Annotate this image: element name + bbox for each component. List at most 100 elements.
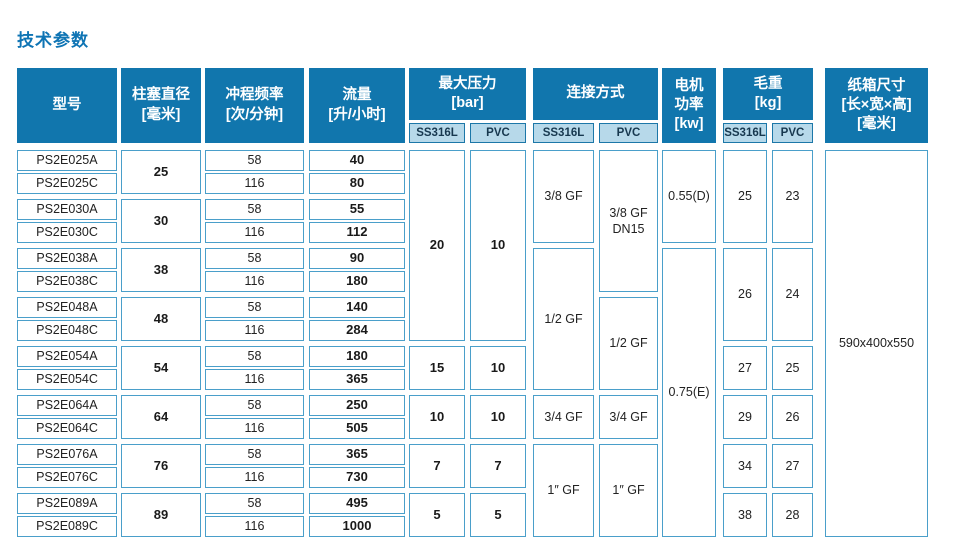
- cells-model: PS2E025A PS2E025C PS2E030A PS2E030C PS2E038A…: [17, 150, 117, 542]
- cell-weight_pvc: 24: [772, 248, 813, 341]
- cell-frequency: 58: [205, 395, 304, 416]
- cells-connection-ss316l: 3/8 GF 1/2 GF 3/4 GF 1″ GF: [533, 150, 594, 542]
- cell-connection_pvc: 1/2 GF: [599, 297, 658, 390]
- page-title: 技术参数: [17, 31, 89, 50]
- cell-pressure_ss316l: 5: [409, 493, 465, 537]
- cell-model: PS2E048C: [17, 320, 117, 341]
- cells-flow: 40 80 55 112 90 180 140 284 180 365 250 505 365 730 49…: [309, 150, 405, 542]
- cells-connection-pvc: 3/8 GF DN15 1/2 GF 3/4 GF 1″ GF: [599, 150, 658, 542]
- cell-flow: 365: [309, 369, 405, 390]
- cell-frequency: 116: [205, 222, 304, 243]
- cells-motor-power: 0.55(D) 0.75(E): [662, 150, 716, 542]
- cell-connection_pvc: 1″ GF: [599, 444, 658, 537]
- column-carton-size: 纸箱尺寸 [长×宽×高] [毫米] 590x400x550: [825, 68, 928, 542]
- header-line: 最大压力: [438, 75, 497, 92]
- subheader-pressure-ss316l: SS316L: [409, 123, 465, 143]
- header-line: 连接方式: [566, 85, 625, 102]
- cell-connection_ss316l: 1″ GF: [533, 444, 594, 537]
- cell-model: PS2E054A: [17, 346, 117, 367]
- cell-frequency: 116: [205, 320, 304, 341]
- cell-connection_ss316l: 3/8 GF: [533, 150, 594, 243]
- cell-model: PS2E038C: [17, 271, 117, 292]
- subheader-connection-pvc: PVC: [599, 123, 658, 143]
- header-line: 柱塞直径: [132, 87, 190, 104]
- cell-frequency: 116: [205, 271, 304, 292]
- cell-flow: 55: [309, 199, 405, 220]
- header-flow: 流量 [升/小时]: [309, 68, 405, 143]
- header-line: 冲程频率: [225, 87, 284, 104]
- cell-flow: 1000: [309, 516, 405, 537]
- header-line: 功率: [674, 96, 704, 113]
- header-line: 毛重: [753, 75, 783, 92]
- connection-subheaders: SS316L PVC: [533, 123, 658, 143]
- cell-flow: 505: [309, 418, 405, 439]
- cell-pressure_pvc: 10: [470, 346, 526, 390]
- cell-weight_ss316l: 34: [723, 444, 767, 488]
- cell-pressure_pvc: 10: [470, 395, 526, 439]
- cell-model: PS2E064A: [17, 395, 117, 416]
- header-connection: 连接方式: [533, 68, 658, 120]
- header-line: [kg]: [754, 95, 782, 111]
- header-model: 型号: [17, 68, 117, 143]
- cell-diameter: 30: [121, 199, 201, 243]
- header-motor-power: 电机功率 [kw]: [662, 68, 716, 143]
- cell-model: PS2E076A: [17, 444, 117, 465]
- cell-frequency: 58: [205, 150, 304, 171]
- cell-flow: 180: [309, 271, 405, 292]
- cell-model: PS2E048A: [17, 297, 117, 318]
- column-group-weight: 毛重 [kg] SS316L PVC 25 26 27 29 34 38 23 24 25 26 2…: [723, 68, 813, 542]
- cell-diameter: 54: [121, 346, 201, 390]
- cell-connection_ss316l: 3/4 GF: [533, 395, 594, 439]
- cell-flow: 730: [309, 467, 405, 488]
- cell-model: PS2E038A: [17, 248, 117, 269]
- cell-model: PS2E076C: [17, 467, 117, 488]
- header-line: [次/分钟]: [225, 106, 284, 123]
- header-line: 纸箱尺寸: [847, 77, 906, 94]
- cell-model: PS2E089C: [17, 516, 117, 537]
- column-motor-power: 电机功率 [kw] 0.55(D) 0.75(E): [662, 68, 716, 542]
- cells-weight-ss316l: 25 26 27 29 34 38: [723, 150, 767, 542]
- cell-flow: 180: [309, 346, 405, 367]
- cells-diameter: 25 30 38 48 54 64 76 89: [121, 150, 201, 542]
- cell-model: PS2E089A: [17, 493, 117, 514]
- cell-flow: 140: [309, 297, 405, 318]
- cell-frequency: 116: [205, 467, 304, 488]
- cell-frequency: 116: [205, 173, 304, 194]
- cell-flow: 90: [309, 248, 405, 269]
- cell-frequency: 58: [205, 493, 304, 514]
- cell-weight_pvc: 23: [772, 150, 813, 243]
- cells-weight-pvc: 23 24 25 26 27 28: [772, 150, 813, 542]
- cell-frequency: 116: [205, 516, 304, 537]
- cell-weight_ss316l: 26: [723, 248, 767, 341]
- cell-pressure_pvc: 10: [470, 150, 526, 341]
- cell-model: PS2E025A: [17, 150, 117, 171]
- header-line: 型号: [52, 96, 82, 113]
- header-line: [升/小时]: [328, 106, 386, 123]
- cell-diameter: 64: [121, 395, 201, 439]
- cells-pressure-ss316l: 20 15 10 7 5: [409, 150, 465, 542]
- cells-frequency: 58 116 58 116 58 116 58 116 58 116 58 116 58 116 58 116: [205, 150, 304, 542]
- header-line: 流量: [342, 87, 372, 104]
- cell-diameter: 48: [121, 297, 201, 341]
- cell-frequency: 116: [205, 369, 304, 390]
- cell-model: PS2E054C: [17, 369, 117, 390]
- cell-flow: 284: [309, 320, 405, 341]
- cell-pressure_ss316l: 7: [409, 444, 465, 488]
- cell-pressure_pvc: 5: [470, 493, 526, 537]
- header-frequency: 冲程频率 [次/分钟]: [205, 68, 304, 143]
- subheader-weight-ss316l: SS316L: [723, 123, 767, 143]
- spec-table: 型号 PS2E025A PS2E025C PS2E030A PS2E030C PS2E0…: [17, 68, 962, 542]
- header-line: 电机: [674, 77, 704, 94]
- cell-flow: 250: [309, 395, 405, 416]
- header-carton-size: 纸箱尺寸 [长×宽×高] [毫米]: [825, 68, 928, 143]
- cell-model: PS2E030C: [17, 222, 117, 243]
- cell-model: PS2E064C: [17, 418, 117, 439]
- cell-model: PS2E030A: [17, 199, 117, 220]
- header-line: [kw]: [674, 116, 704, 133]
- cell-connection_pvc: 3/4 GF: [599, 395, 658, 439]
- cell-diameter: 89: [121, 493, 201, 537]
- column-group-pressure: 最大压力 [bar] SS316L PVC 20 15 10 7 5 10 10 10 7 5: [409, 68, 526, 542]
- cell-pressure_ss316l: 15: [409, 346, 465, 390]
- cells-carton-size: 590x400x550: [825, 150, 928, 542]
- column-frequency: 冲程频率 [次/分钟] 58 116 58 116 58 116 58 116 58 116 58 11…: [205, 68, 304, 542]
